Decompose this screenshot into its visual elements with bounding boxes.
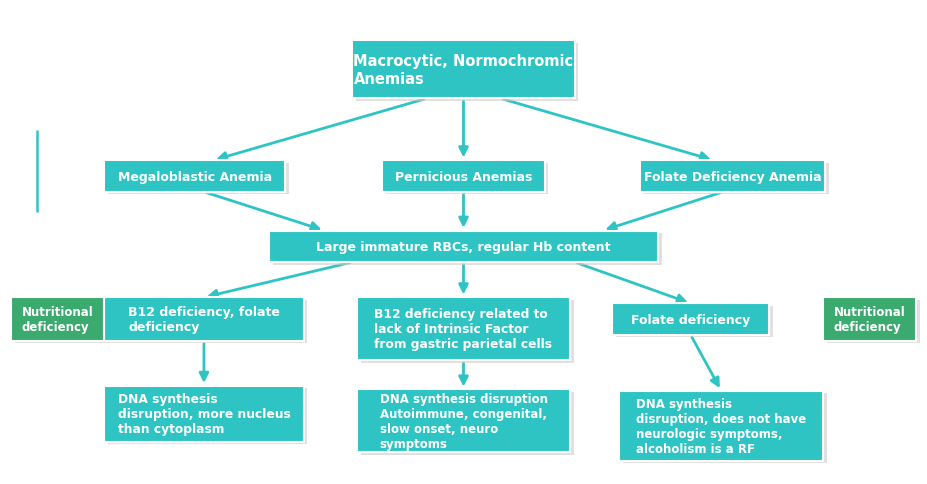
- FancyBboxPatch shape: [273, 233, 662, 265]
- Text: Folate deficiency: Folate deficiency: [631, 313, 750, 326]
- FancyBboxPatch shape: [104, 161, 286, 193]
- FancyBboxPatch shape: [612, 304, 769, 335]
- Text: Large immature RBCs, regular Hb content: Large immature RBCs, regular Hb content: [316, 241, 611, 253]
- Text: DNA synthesis
disruption, more nucleus
than cytoplasm: DNA synthesis disruption, more nucleus t…: [118, 393, 290, 435]
- Text: B12 deficiency, folate
deficiency: B12 deficiency, folate deficiency: [128, 305, 280, 333]
- FancyBboxPatch shape: [357, 390, 570, 453]
- Text: Folate Deficiency Anemia: Folate Deficiency Anemia: [643, 170, 821, 183]
- FancyBboxPatch shape: [356, 44, 578, 102]
- Text: Megaloblastic Anemia: Megaloblastic Anemia: [118, 170, 272, 183]
- FancyBboxPatch shape: [108, 164, 288, 195]
- FancyBboxPatch shape: [269, 231, 658, 262]
- Text: Nutritional
deficiency: Nutritional deficiency: [833, 305, 906, 333]
- FancyBboxPatch shape: [361, 392, 574, 455]
- FancyBboxPatch shape: [352, 41, 575, 99]
- Text: DNA synthesis
disruption, does not have
neurologic symptoms,
alcoholism is a RF: DNA synthesis disruption, does not have …: [636, 397, 806, 455]
- FancyBboxPatch shape: [11, 298, 104, 341]
- FancyBboxPatch shape: [643, 164, 829, 195]
- Text: DNA synthesis disruption
Autoimmune, congenital,
slow onset, neuro
symptoms: DNA synthesis disruption Autoimmune, con…: [379, 392, 548, 450]
- Text: Macrocytic, Normochromic
Anemias: Macrocytic, Normochromic Anemias: [353, 54, 574, 86]
- FancyBboxPatch shape: [823, 298, 916, 341]
- FancyBboxPatch shape: [361, 300, 574, 363]
- FancyBboxPatch shape: [108, 388, 307, 444]
- FancyBboxPatch shape: [386, 164, 548, 195]
- FancyBboxPatch shape: [827, 300, 920, 344]
- FancyBboxPatch shape: [382, 161, 544, 193]
- FancyBboxPatch shape: [15, 300, 108, 344]
- Text: Nutritional
deficiency: Nutritional deficiency: [21, 305, 94, 333]
- Text: Pernicious Anemias: Pernicious Anemias: [395, 170, 532, 183]
- FancyBboxPatch shape: [108, 300, 307, 344]
- FancyBboxPatch shape: [104, 298, 304, 341]
- FancyBboxPatch shape: [623, 393, 827, 464]
- FancyBboxPatch shape: [357, 298, 570, 361]
- FancyBboxPatch shape: [640, 161, 825, 193]
- FancyBboxPatch shape: [619, 391, 823, 461]
- FancyBboxPatch shape: [104, 386, 304, 441]
- Text: B12 deficiency related to
lack of Intrinsic Factor
from gastric parietal cells: B12 deficiency related to lack of Intrin…: [375, 308, 552, 350]
- FancyBboxPatch shape: [616, 306, 773, 338]
